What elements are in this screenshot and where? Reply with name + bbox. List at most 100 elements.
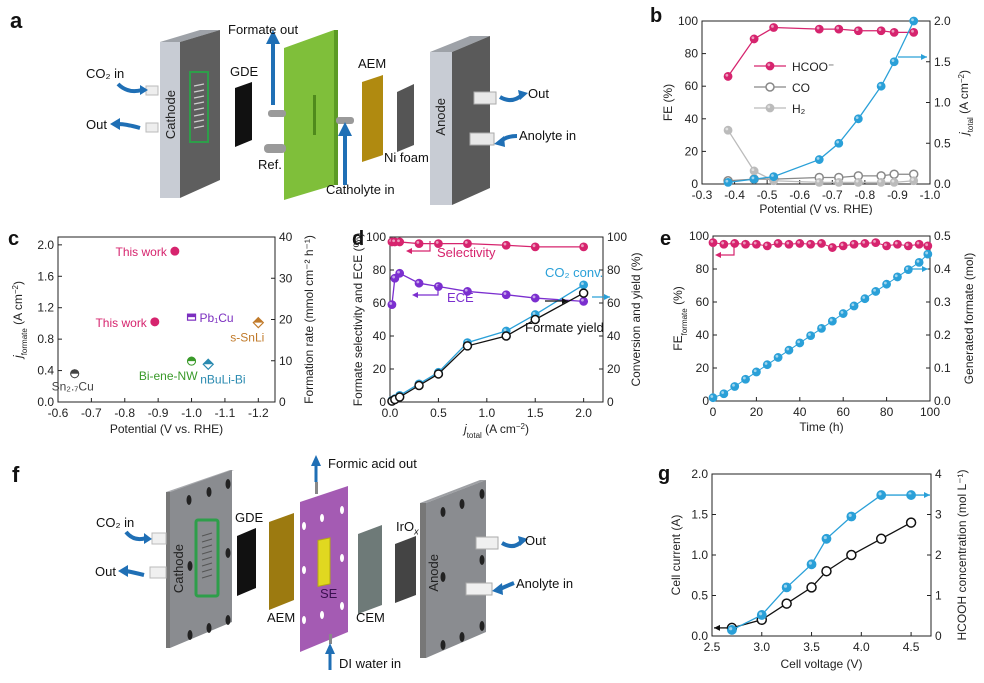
data-point-1-highlight: [884, 281, 887, 285]
data-point-0-highlight: [503, 242, 507, 246]
data-point-1: [730, 382, 740, 391]
arrow-out-right-f: [500, 539, 524, 548]
data-point-0: [719, 239, 729, 249]
y2-tick-label: 2.0: [934, 14, 951, 28]
data-point-0-highlight: [829, 244, 833, 248]
y-axis-label-part: Formate selectivity and ECE (%): [351, 233, 365, 406]
x-tick-label: 1.5: [527, 406, 544, 420]
x-tick-label: 80: [880, 405, 894, 419]
data-point-0-highlight: [775, 240, 779, 244]
y2-tick-label: 10: [279, 354, 293, 368]
plot-frame: [389, 236, 604, 403]
x-tick-label: 60: [837, 405, 851, 419]
data-point-1: [876, 490, 887, 500]
axis-arrow-left: [720, 243, 735, 256]
flow-field: [189, 71, 209, 143]
x-tick-label: 3.0: [753, 640, 770, 654]
y-axis-label: Formate selectivity and ECE (%): [351, 233, 365, 406]
x-tick-label: -1.0: [181, 406, 202, 420]
data-point-2: [749, 166, 759, 176]
data-point-0: [414, 239, 424, 249]
data-point-1-highlight: [829, 318, 833, 322]
panel-label: b: [650, 5, 662, 27]
data-point-1-highlight: [808, 561, 812, 565]
x-axis-label: Potential (V vs. RHE): [110, 422, 223, 436]
annotation-ece: ECE: [447, 290, 474, 305]
cathode-plate-face-f: [170, 470, 232, 648]
data-point-1-highlight: [894, 274, 898, 278]
arrow-out-left: [117, 122, 141, 130]
panel-label-f: f: [12, 462, 20, 487]
panel-f: f: [0, 440, 640, 683]
x-tick-label: -1.2: [248, 406, 269, 420]
x-axis-label-part: total: [467, 431, 482, 440]
data-point-1-highlight: [389, 302, 393, 305]
data-point-0: [530, 242, 540, 252]
panel-label-a: a: [10, 8, 23, 33]
annotation-formate-yield: Formate yield: [525, 320, 604, 335]
y-tick-label: 80: [696, 262, 710, 276]
legend-marker: [765, 61, 775, 71]
data-point-0-highlight: [840, 243, 844, 247]
y2-tick-label: 0.3: [934, 295, 951, 309]
data-point-3-highlight: [891, 59, 895, 62]
point-label: nBuLi-Bi: [200, 372, 245, 386]
x-tick-label: -1.1: [215, 406, 236, 420]
annotation-selectivity: Selectivity: [437, 245, 496, 260]
data-point-3: [394, 392, 405, 402]
y-tick-label: 0: [691, 177, 698, 191]
y2-axis-label-part: ): [957, 70, 971, 74]
data-point-2-highlight: [816, 179, 820, 183]
y2-tick-label: 80: [607, 263, 621, 277]
scatter-point-outline: [70, 369, 80, 379]
data-point-0: [773, 239, 783, 248]
x-tick-label: 4.0: [853, 640, 870, 654]
scatter-point-fill: [253, 317, 264, 323]
data-point-1: [806, 559, 817, 570]
y-tick-label: 0.0: [691, 629, 708, 643]
x-axis-label: jtotal (A cm−2): [462, 422, 529, 440]
data-point-0: [752, 239, 761, 249]
data-point-2-highlight: [532, 311, 536, 315]
y2-tick-label: 20: [279, 313, 293, 327]
annotation-arrow-selectivity: [410, 241, 431, 252]
data-point-0-highlight: [855, 28, 859, 31]
data-point-3: [876, 81, 886, 91]
panel-label: d: [352, 228, 364, 250]
data-point-1: [795, 338, 805, 348]
data-point-3-highlight: [816, 156, 820, 160]
data-point-1-highlight: [862, 296, 866, 299]
data-point-1-highlight: [764, 362, 768, 365]
y2-tick-label: 0.5: [934, 136, 951, 150]
data-point-2: [853, 177, 863, 187]
y-tick-label: 0.4: [37, 364, 54, 378]
y2-tick-label: 1: [935, 589, 942, 603]
x-axis-label: Potential (V vs. RHE): [759, 202, 872, 215]
plot-frame: [712, 235, 931, 402]
se-electrode: [317, 537, 331, 588]
data-point-0: [821, 565, 832, 577]
data-point-1-highlight: [732, 383, 735, 387]
y-tick-label: 1.2: [37, 301, 54, 315]
y2-tick-label: 0.5: [934, 229, 951, 243]
point-label: Pb₁Cu: [200, 311, 234, 325]
series-line-1: [731, 494, 912, 631]
y-axis-label-part: (A cm: [11, 294, 25, 328]
data-point-3-highlight: [836, 140, 839, 144]
cell-diagram-a: [110, 30, 528, 205]
aem-sheet: [362, 75, 383, 162]
panel-label: e: [660, 228, 671, 250]
data-point-2-highlight: [725, 127, 729, 131]
arrow-co2-in: [116, 82, 143, 94]
data-point-1: [762, 360, 772, 370]
data-point-3-highlight: [751, 176, 755, 180]
annotation-co2-conv: CO₂ conv.: [545, 265, 603, 280]
label-se: SE: [320, 586, 338, 601]
data-point-1: [889, 169, 899, 179]
y2-tick-label: 100: [607, 230, 627, 244]
data-point-1-highlight: [742, 376, 746, 380]
label-co2-in-f: CO₂ in: [96, 515, 135, 530]
data-point-3: [578, 288, 589, 298]
y-axis-label-part: −2: [11, 284, 20, 294]
data-point-1: [860, 294, 870, 304]
